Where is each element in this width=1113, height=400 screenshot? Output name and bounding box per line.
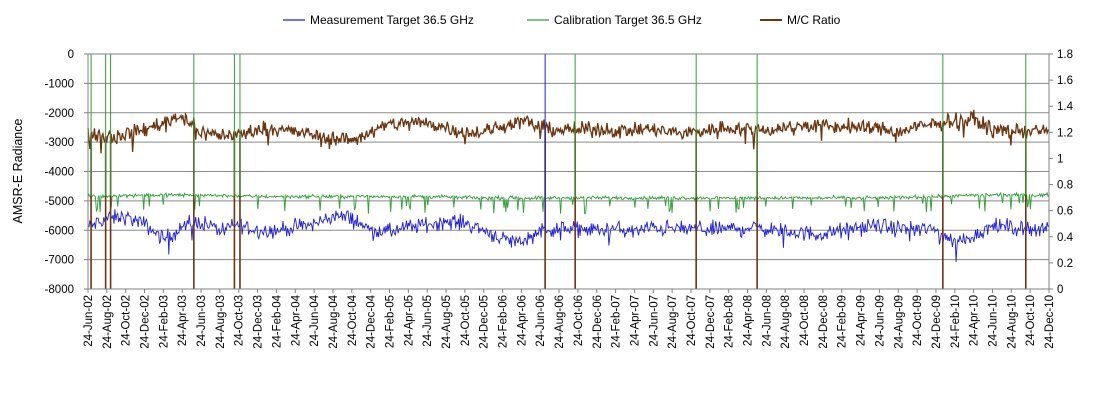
- x-tick-label: 24-Dec-10: [1044, 295, 1056, 349]
- y-tick-label: -3000: [45, 137, 74, 149]
- x-tick-label: 24-Dec-05: [479, 295, 491, 349]
- x-tick-label: 24-Apr-10: [969, 295, 981, 346]
- legend: Measurement Target 36.5 GHz Calibration T…: [283, 13, 841, 27]
- x-tick-label: 24-Jun-07: [648, 295, 660, 347]
- x-tick-label: 24-Feb-03: [158, 295, 170, 348]
- x-axis-ticks: 24-Jun-02 24-Aug-02 24-Oct-02 24-Dec-02 24-F…: [83, 289, 1056, 349]
- x-tick-label: 24-Jun-08: [761, 295, 773, 347]
- y-tick-label: -5000: [45, 196, 74, 208]
- x-tick-label: 24-Oct-10: [1025, 295, 1037, 346]
- x-tick-label: 24-Dec-07: [705, 295, 717, 349]
- x-tick-label: 24-Oct-08: [799, 295, 811, 346]
- x-tick-label: 24-Apr-03: [177, 295, 189, 346]
- x-tick-label: 24-Dec-06: [592, 295, 604, 349]
- x-tick-label: 24-Apr-09: [856, 295, 868, 346]
- x-tick-label: 24-Oct-09: [912, 295, 924, 346]
- y-axis-left-ticks: 0 -1000 -2000 -3000 -4000 -5000 -6000 -7000 -800…: [45, 49, 88, 296]
- x-tick-label: 24-Dec-04: [366, 294, 378, 348]
- x-tick-label: 24-Jun-09: [874, 295, 886, 347]
- x-tick-label: 24-Dec-03: [253, 295, 265, 349]
- x-tick-label: 24-Aug-06: [554, 295, 566, 349]
- x-tick-label: 24-Oct-05: [460, 295, 472, 346]
- x-tick-label: 24-Dec-08: [818, 295, 830, 349]
- series-line-0: [87, 209, 1050, 263]
- x-tick-label: 24-Jun-03: [196, 295, 208, 347]
- x-tick-label: 24-Apr-08: [743, 295, 755, 346]
- x-tick-label: 24-Aug-04: [328, 294, 340, 348]
- y-axis-title: AMSR-E Radiance: [11, 119, 25, 224]
- x-tick-label: 24-Feb-06: [498, 295, 510, 348]
- x-tick-label: 24-Oct-02: [121, 295, 133, 346]
- x-tick-label: 24-Aug-08: [780, 295, 792, 349]
- y2-tick-label: 0: [1057, 284, 1063, 296]
- x-tick-label: 24-Jun-10: [987, 295, 999, 347]
- legend-label-2: M/C Ratio: [787, 13, 841, 27]
- x-tick-label: 24-Jun-05: [422, 295, 434, 347]
- x-tick-label: 24-Apr-04: [290, 294, 302, 346]
- x-tick-label: 24-Aug-02: [102, 295, 114, 349]
- series-layer: [87, 109, 1050, 263]
- y2-tick-label: 1.6: [1057, 75, 1073, 87]
- x-tick-label: 24-Aug-07: [667, 295, 679, 349]
- x-tick-label: 24-Oct-04: [347, 294, 359, 346]
- y-tick-label: -7000: [45, 255, 74, 267]
- x-tick-label: 24-Oct-06: [573, 295, 585, 346]
- x-tick-label: 24-Feb-07: [611, 295, 623, 348]
- spike-layer: [90, 54, 1027, 289]
- x-tick-label: 24-Aug-05: [441, 295, 453, 349]
- x-tick-label: 24-Apr-05: [403, 295, 415, 346]
- x-tick-label: 24-Oct-07: [686, 295, 698, 346]
- series-line-1: [87, 191, 1050, 215]
- series-line-2: [87, 109, 1050, 154]
- y-tick-label: -1000: [45, 78, 74, 90]
- legend-label-0: Measurement Target 36.5 GHz: [310, 13, 474, 27]
- x-tick-label: 24-Jun-06: [535, 295, 547, 347]
- x-tick-label: 24-Feb-08: [724, 295, 736, 348]
- legend-label-1: Calibration Target 36.5 GHz: [554, 13, 702, 27]
- y-tick-label: -4000: [45, 167, 74, 179]
- x-tick-label: 24-Apr-07: [629, 295, 641, 346]
- x-tick-label: 24-Oct-03: [234, 295, 246, 346]
- x-tick-label: 24-Jun-02: [83, 295, 95, 347]
- x-tick-label: 24-Dec-02: [140, 295, 152, 349]
- x-tick-label: 24-Feb-05: [384, 295, 396, 348]
- y-tick-label: -2000: [45, 108, 74, 120]
- y2-tick-label: 0.4: [1057, 232, 1074, 244]
- y-tick-label: -8000: [45, 284, 74, 296]
- y2-tick-label: 1.4: [1057, 101, 1074, 113]
- y2-tick-label: 0.2: [1057, 258, 1073, 270]
- x-tick-label: 24-Dec-09: [931, 295, 943, 349]
- y2-tick-label: 1.8: [1057, 49, 1073, 61]
- x-tick-label: 24-Jun-04: [309, 294, 321, 346]
- y2-tick-label: 0.6: [1057, 206, 1073, 218]
- x-tick-label: 24-Apr-06: [516, 295, 528, 346]
- y2-tick-label: 1.2: [1057, 127, 1073, 139]
- x-tick-label: 24-Feb-04: [271, 294, 283, 348]
- gridlines: [88, 53, 1049, 290]
- x-tick-label: 24-Aug-03: [215, 295, 227, 349]
- y-axis-right-ticks: 1.8 1.6 1.4 1.2 1 0.8 0.6 0.4 0.2 0: [1049, 49, 1074, 296]
- y-tick-label: 0: [68, 49, 74, 61]
- x-tick-label: 24-Feb-10: [950, 295, 962, 348]
- y-tick-label: -6000: [45, 225, 74, 237]
- x-tick-label: 24-Feb-09: [837, 295, 849, 348]
- y2-tick-label: 0.8: [1057, 180, 1073, 192]
- x-tick-label: 24-Aug-10: [1006, 295, 1018, 349]
- x-tick-label: 24-Aug-09: [893, 295, 905, 349]
- y2-tick-label: 1: [1057, 153, 1063, 165]
